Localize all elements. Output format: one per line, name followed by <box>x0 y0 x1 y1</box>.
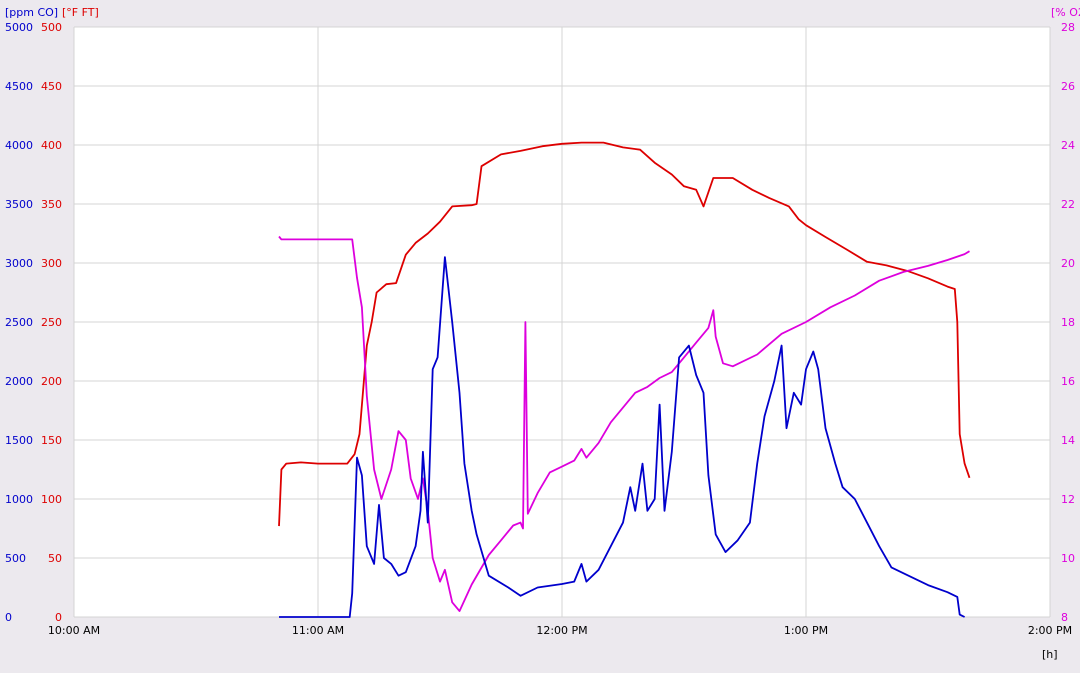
o2-tick-label: 24 <box>1061 139 1075 152</box>
series-group <box>278 141 971 618</box>
x-tick-label: 11:00 AM <box>292 624 344 637</box>
co-tick-label: 5000 <box>5 21 33 34</box>
o2-tick-label: 26 <box>1061 80 1075 93</box>
o2-tick-label: 14 <box>1061 434 1075 447</box>
ft-tick-label: 100 <box>41 493 62 506</box>
co-tick-label: 1000 <box>5 493 33 506</box>
o2-axis-label: [% O2 <box>1051 6 1080 19</box>
co-tick-label: 4500 <box>5 80 33 93</box>
ft-tick-label: 50 <box>48 552 62 565</box>
co-tick-label: 500 <box>5 552 26 565</box>
x-tick-label: 1:00 PM <box>784 624 828 637</box>
o2-tick-label: 16 <box>1061 375 1075 388</box>
co-tick-label: 2000 <box>5 375 33 388</box>
co-tick-label: 0 <box>5 611 12 624</box>
x-tick-label: 10:00 AM <box>48 624 100 637</box>
ft-axis-ticks: 0 50 100 150 200 250 300 350 400 450 500 <box>41 21 62 624</box>
ft-tick-label: 200 <box>41 375 62 388</box>
ft-tick-label: 400 <box>41 139 62 152</box>
ft-tick-label: 150 <box>41 434 62 447</box>
ft-tick-label: 450 <box>41 80 62 93</box>
co-axis-ticks: 0 500 1000 1500 2000 2500 3000 3500 4000 4500 5000 <box>5 21 33 624</box>
x-axis-unit-label: [h] <box>1042 648 1058 661</box>
o2-tick-label: 22 <box>1061 198 1075 211</box>
ft-axis-label: [°F FT] <box>62 6 99 19</box>
ft-tick-label: 300 <box>41 257 62 270</box>
x-axis-ticks: 10:00 AM 11:00 AM 12:00 PM 1:00 PM 2:00 PM <box>48 624 1072 637</box>
co-tick-label: 1500 <box>5 434 33 447</box>
o2-tick-label: 28 <box>1061 21 1075 34</box>
x-tick-label: 2:00 PM <box>1028 624 1072 637</box>
co-axis-label: [ppm CO] <box>5 6 58 19</box>
o2-axis-ticks: 8 10 12 14 16 18 20 22 24 26 28 <box>1061 21 1075 624</box>
o2-tick-label: 12 <box>1061 493 1075 506</box>
co-tick-label: 2500 <box>5 316 33 329</box>
ft-tick-label: 350 <box>41 198 62 211</box>
co-tick-label: 3000 <box>5 257 33 270</box>
o2-tick-label: 18 <box>1061 316 1075 329</box>
ft-tick-label: 250 <box>41 316 62 329</box>
series-line-co <box>279 256 965 618</box>
ft-tick-label: 0 <box>55 611 62 624</box>
co-tick-label: 4000 <box>5 139 33 152</box>
x-tick-label: 12:00 PM <box>536 624 587 637</box>
series-line-o2 <box>278 235 970 612</box>
o2-tick-label: 10 <box>1061 552 1075 565</box>
ft-tick-label: 500 <box>41 21 62 34</box>
o2-tick-label: 20 <box>1061 257 1075 270</box>
co-tick-label: 3500 <box>5 198 33 211</box>
o2-tick-label: 8 <box>1061 611 1068 624</box>
